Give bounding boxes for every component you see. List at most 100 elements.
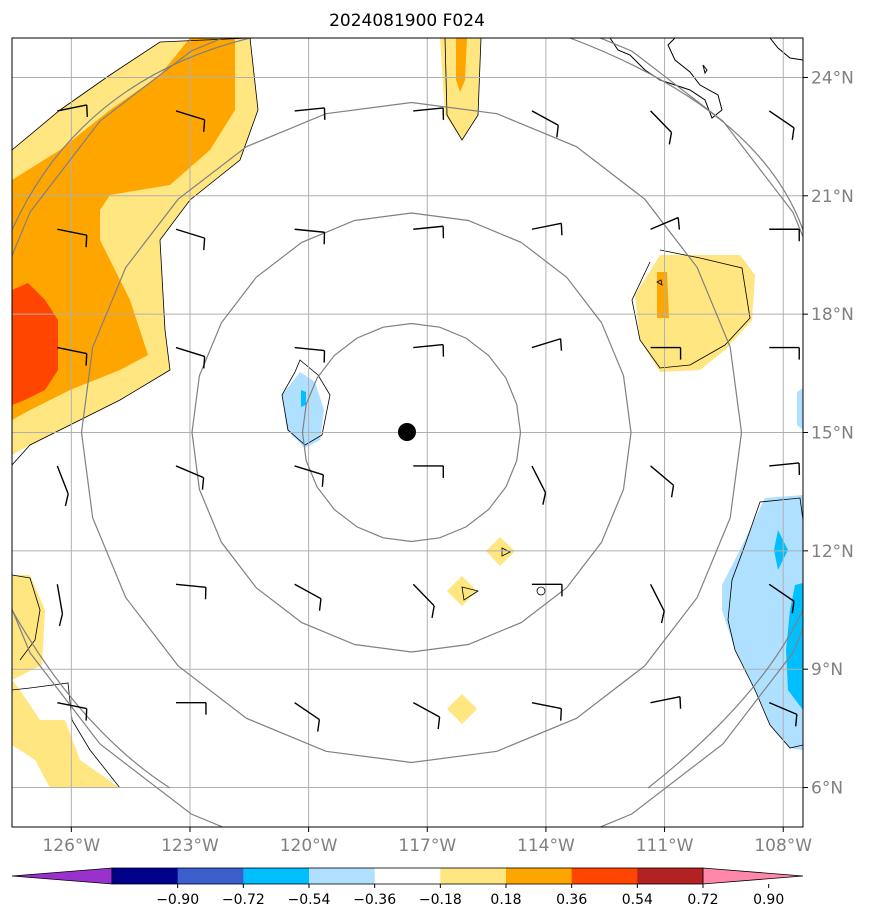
- colorbar-outline: [111, 867, 704, 885]
- colorbar-segment-2: [243, 868, 310, 884]
- wind-barb-18: [531, 338, 563, 351]
- wind-barb-34: [768, 583, 795, 614]
- lon-tick-label-2: 120°W: [280, 836, 338, 856]
- wind-barb-22: [175, 465, 205, 490]
- wind-barb-37: [294, 702, 321, 732]
- wind-barb-15: [175, 346, 206, 369]
- outer-arc-ne: [569, 38, 803, 231]
- range-ring-2: [191, 212, 632, 653]
- colorbar-segment-6: [506, 868, 573, 884]
- lat-tick-label-3: 15°N: [811, 424, 854, 444]
- colorbar-label-6: 0.36: [556, 892, 587, 908]
- lon-tick-label-4: 114°W: [517, 836, 575, 856]
- wind-barb-28: [56, 584, 64, 627]
- anomaly-region-east-light: [635, 255, 755, 372]
- lat-tick-label-6: 6°N: [811, 779, 843, 799]
- wind-barb-19: [650, 346, 682, 360]
- range-ring-1: [301, 322, 522, 543]
- anomaly-dot-2: [447, 576, 477, 606]
- wind-barb-35: [57, 701, 88, 721]
- anomaly-region-sw-light-1: [12, 575, 45, 680]
- contour-small-1: [501, 547, 511, 557]
- anomaly-region-nw-strong: [12, 283, 58, 405]
- wind-barb-26: [650, 465, 675, 498]
- wind-barb-16: [294, 346, 326, 363]
- wind-barb-31: [412, 583, 435, 618]
- colorbar-segment-4: [374, 868, 441, 884]
- wind-barb-6: [768, 110, 795, 140]
- wind-barb-12: [650, 216, 681, 230]
- lat-tick-label-0: 24°N: [811, 68, 854, 88]
- colorbar-label-2: −0.54: [288, 892, 331, 908]
- wind-barb-39: [531, 701, 563, 721]
- outer-arc-sw: [12, 609, 171, 789]
- anomaly-dot-1: [486, 537, 515, 566]
- contour-west-center: [281, 359, 331, 446]
- wind-barb-11: [531, 222, 563, 236]
- lat-tick-label-4: 12°N: [811, 542, 854, 562]
- wind-barb-7: [57, 228, 88, 248]
- wind-barb-24: [413, 465, 444, 478]
- map-plot-area: [12, 38, 803, 827]
- wind-barb-38: [412, 702, 441, 730]
- colorbar-segment-3: [309, 868, 376, 884]
- lat-tick-label-5: 9°N: [811, 660, 843, 680]
- wind-barb-10: [413, 225, 445, 239]
- range-ring-3: [80, 101, 743, 764]
- lon-tick-label-6: 108°W: [754, 836, 812, 856]
- colorbar-segment-0: [112, 868, 179, 884]
- wind-barb-41: [768, 702, 798, 727]
- wind-barb-30: [294, 583, 322, 611]
- wind-barb-40: [650, 696, 682, 709]
- coastline-baja: [609, 38, 723, 119]
- map-title: 2024081900 F024: [329, 11, 485, 31]
- wind-barb-29: [175, 583, 207, 600]
- wind-barb-13: [769, 228, 800, 242]
- negative-anomaly-shading: [282, 372, 803, 750]
- outer-range-arcs: [12, 38, 803, 789]
- wind-barb-8: [175, 228, 206, 251]
- longitude-labels: 126°W 123°W 120°W 117°W 114°W 111°W 108°W: [42, 827, 812, 856]
- colorbar: −0.90 −0.72 −0.54 −0.36 −0.18 0.18 0.36 0.54 0.7…: [11, 867, 804, 908]
- wind-barb-23: [294, 465, 324, 487]
- contour-small-2: [461, 586, 479, 601]
- anomaly-dot-3: [447, 694, 477, 724]
- wind-barb-9: [294, 228, 326, 245]
- anomaly-region-west-center-medium: [301, 390, 306, 407]
- storm-center-marker: [398, 423, 416, 441]
- anomaly-region-nw-medium: [12, 38, 235, 420]
- wind-barb-5: [650, 110, 673, 145]
- anomaly-region-se-medium-2: [786, 583, 803, 710]
- colorbar-segment-7: [571, 868, 638, 884]
- lon-tick-label-3: 117°W: [398, 836, 456, 856]
- colorbar-label-7: 0.54: [622, 892, 653, 908]
- wind-barb-25: [531, 465, 547, 505]
- colorbar-extend-max: [702, 867, 804, 885]
- contour-east: [631, 249, 751, 369]
- anomaly-region-east-edge-light: [797, 388, 803, 430]
- wind-barb-17: [413, 343, 445, 357]
- wind-barb-3: [413, 107, 445, 120]
- colorbar-segment-8: [637, 868, 704, 884]
- latitude-labels: 24°N 21°N 18°N 15°N 12°N 9°N 6°N: [803, 68, 854, 799]
- colorbar-label-9: 0.90: [753, 892, 784, 908]
- contour-sw: [12, 574, 121, 789]
- coastline-mainland-ne: [769, 38, 803, 61]
- anomaly-region-se-medium-1: [774, 530, 788, 570]
- contour-east-small: [656, 279, 663, 286]
- wind-barb-20: [769, 346, 800, 360]
- wind-barb-21: [56, 465, 69, 507]
- colorbar-extend-min: [11, 867, 113, 885]
- anomaly-region-sw-light-2: [12, 680, 120, 788]
- wind-barb-1: [175, 110, 206, 132]
- wind-barb-27: [769, 462, 801, 475]
- wind-barb-0: [57, 104, 89, 117]
- lat-tick-label-1: 21°N: [811, 187, 854, 207]
- wind-barbs: [56, 104, 801, 732]
- anomaly-region-east-medium: [657, 272, 669, 318]
- colorbar-label-4: −0.18: [419, 892, 462, 908]
- lon-tick-label-1: 123°W: [161, 836, 219, 856]
- contour-north: [444, 38, 482, 141]
- wind-barb-14: [57, 346, 88, 366]
